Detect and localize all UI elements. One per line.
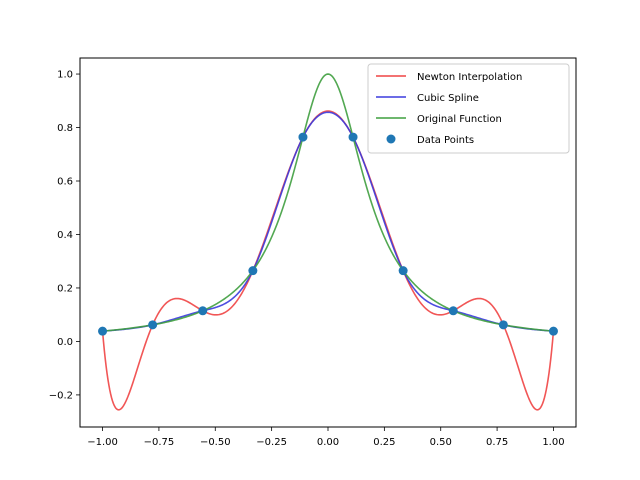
y-tick-label: 0.8 — [57, 123, 73, 134]
plot-points — [98, 132, 558, 336]
data-point — [448, 306, 458, 316]
plot-lines — [101, 73, 555, 411]
data-point — [248, 266, 258, 276]
y-tick-label: 0.2 — [57, 283, 73, 294]
y-tick-label: 0.0 — [57, 337, 73, 348]
data-point — [98, 326, 108, 336]
x-tick-label: −1.00 — [87, 437, 118, 448]
legend: Newton Interpolation Cubic Spline Origin… — [367, 63, 570, 154]
data-point — [148, 320, 158, 330]
legend-label-original: Original Function — [417, 114, 502, 125]
x-axis: −1.00 −0.75 −0.50 −0.25 0.00 0.25 0.50 0.75 1.00 — [87, 427, 565, 448]
legend-box — [367, 63, 570, 154]
y-tick-label: −0.2 — [49, 390, 73, 401]
y-tick-label: 0.4 — [57, 230, 73, 241]
newton-interpolation-line — [101, 110, 555, 411]
y-tick-label: 1.0 — [57, 70, 73, 81]
original-function-line — [102, 73, 554, 332]
data-point — [298, 132, 308, 142]
y-tick-label: 0.6 — [57, 177, 73, 188]
x-tick-label: 0.25 — [373, 437, 395, 448]
x-tick-label: 1.00 — [542, 437, 564, 448]
x-tick-label: 0.00 — [317, 437, 339, 448]
x-tick-label: −0.25 — [256, 437, 287, 448]
x-tick-label: −0.75 — [144, 437, 175, 448]
data-point — [398, 266, 408, 276]
x-tick-label: 0.50 — [430, 437, 452, 448]
y-axis: −0.2 0.0 0.2 0.4 0.6 0.8 1.0 — [49, 70, 80, 401]
data-point — [498, 320, 508, 330]
data-point — [548, 326, 558, 336]
data-point — [348, 132, 358, 142]
cubic-spline-line — [102, 111, 554, 332]
x-tick-label: 0.75 — [486, 437, 508, 448]
legend-label-newton: Newton Interpolation — [417, 72, 522, 83]
legend-label-spline: Cubic Spline — [417, 93, 479, 104]
legend-label-datapoints: Data Points — [417, 135, 474, 146]
legend-swatch-datapoints — [386, 134, 396, 144]
data-point — [198, 306, 208, 316]
x-tick-label: −0.50 — [200, 437, 231, 448]
